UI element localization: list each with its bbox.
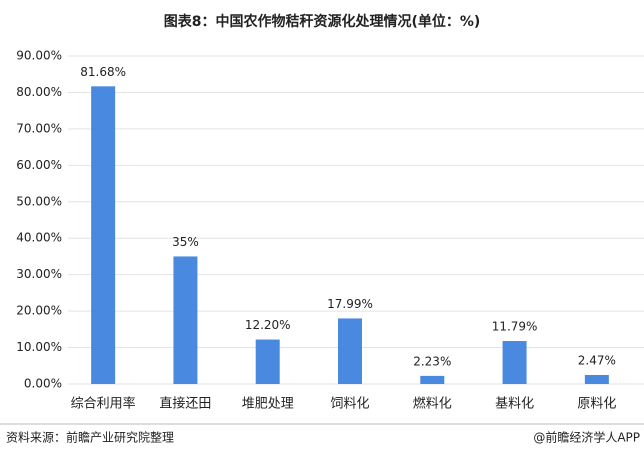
bar <box>338 318 362 384</box>
value-label: 11.79% <box>492 320 538 334</box>
x-tick-label: 综合利用率 <box>71 396 136 412</box>
y-tick-label: 40.00% <box>16 231 62 245</box>
credit: @前瞻经济学人APP <box>533 430 640 445</box>
chart-title: 图表8：中国农作物秸秆资源化处理情况(单位：%) <box>164 13 481 30</box>
value-label: 12.20% <box>245 318 291 332</box>
x-tick-label: 饲料化 <box>330 397 369 412</box>
y-tick-label: 50.00% <box>16 194 62 208</box>
bar <box>584 374 609 384</box>
x-tick-label: 燃料化 <box>413 396 452 412</box>
y-tick-label: 90.00% <box>16 49 62 63</box>
bar <box>173 256 198 384</box>
value-label: 2.23% <box>413 354 451 368</box>
x-tick-label: 直接还田 <box>159 396 211 412</box>
x-tick-label: 原料化 <box>577 397 616 412</box>
bar <box>502 341 527 384</box>
value-label: 2.47% <box>578 353 616 367</box>
source: 资料来源：前瞻产业研究院整理 <box>6 430 174 445</box>
y-tick-label: 60.00% <box>16 158 62 172</box>
bar <box>91 86 116 384</box>
bar <box>255 339 280 384</box>
value-label: 17.99% <box>327 297 373 311</box>
y-tick-label: 20.00% <box>16 304 62 318</box>
bar <box>420 375 445 384</box>
x-tick-label: 堆肥处理 <box>242 397 294 412</box>
y-tick-label: 10.00% <box>16 340 62 354</box>
y-tick-label: 80.00% <box>16 85 62 99</box>
x-tick-label: 基料化 <box>495 397 534 412</box>
value-label: 81.68% <box>80 65 126 79</box>
y-tick-label: 70.00% <box>16 121 62 135</box>
y-tick-label: 0.00% <box>24 377 62 391</box>
y-tick-label: 30.00% <box>16 267 62 281</box>
value-label: 35% <box>172 235 199 249</box>
